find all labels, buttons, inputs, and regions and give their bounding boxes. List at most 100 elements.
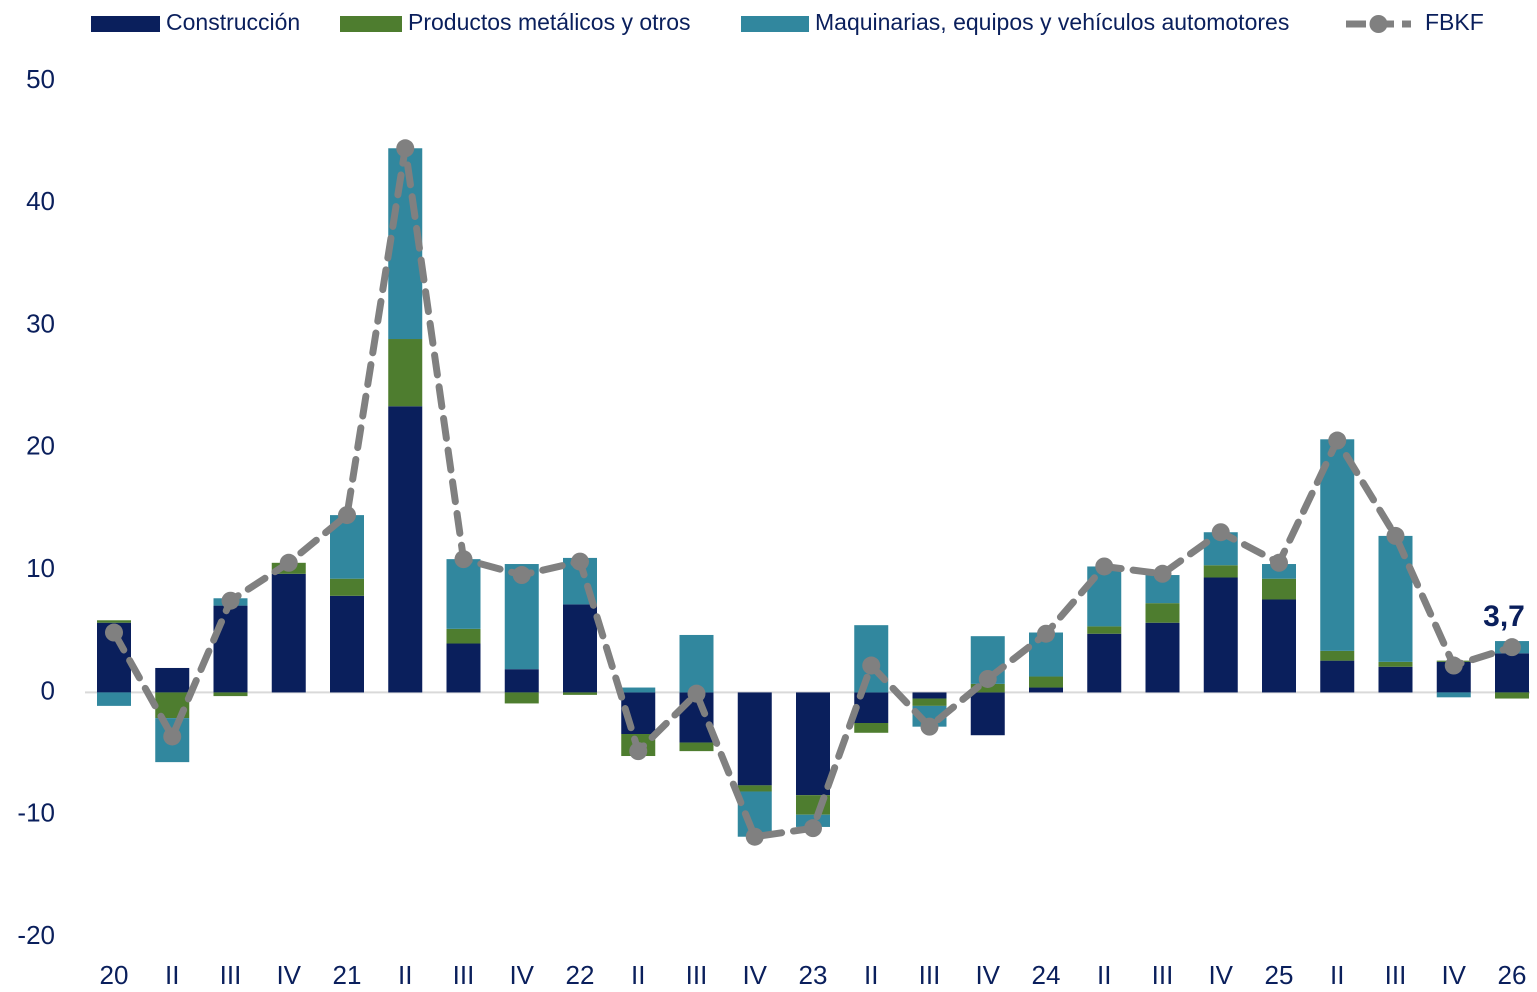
bar-segment [563,604,597,693]
y-tick-label: 10 [26,553,55,583]
x-tick-label: 24 [1032,960,1061,990]
bar-segment [97,692,131,706]
bar-segment [388,339,423,407]
y-tick-label: 40 [26,186,55,216]
bar-segment [1087,633,1122,693]
bar-segment [1262,599,1296,693]
bar-segment [621,687,656,693]
legend-label: Maquinarias, equipos y vehículos automot… [815,9,1289,35]
line-marker [1153,564,1172,583]
legend-swatch [340,16,402,32]
bar-segment [446,559,481,629]
line-marker [1328,431,1347,450]
bar-segment [912,692,947,699]
line-marker [279,553,298,572]
bar-segment [504,669,539,693]
bar-segment [1262,578,1296,600]
bar-segment [1029,687,1063,693]
bar-segment [912,698,947,706]
bar-segment [446,643,481,693]
bar-segment [563,692,597,695]
x-tick-label: III [1152,960,1174,990]
bar-segment [1378,666,1413,693]
bar-segment [388,406,423,693]
legend-label: Construcción [166,9,300,35]
bar-segment [679,634,714,693]
x-tick-label: IV [742,960,767,990]
bar-segment [155,667,190,693]
line-marker [629,742,648,761]
y-tick-label: -10 [17,798,55,828]
bar-segment [271,573,306,693]
line-marker [454,550,473,569]
x-tick-label: IV [1441,960,1466,990]
bar-segment [854,723,889,733]
bar-segment [446,628,481,644]
line-marker [1444,656,1463,675]
line-marker [687,684,706,703]
x-tick-label: IV [975,960,1000,990]
line-marker [1270,553,1288,572]
bar-segment [1029,676,1063,688]
bar-segment [1145,622,1180,693]
legend-swatch [1369,15,1388,33]
x-tick-label: 22 [566,960,595,990]
bar-segment [1320,650,1355,661]
bar-segment [1087,626,1122,634]
x-tick-label: II [398,960,412,990]
line-marker [745,827,764,846]
line-marker [1503,638,1521,657]
bar-segment [1320,660,1355,693]
x-tick-label: 26 [1498,960,1527,990]
legend-label: FBKF [1425,9,1484,35]
legend-label: Productos metálicos y otros [408,9,691,35]
line-marker [1211,523,1230,542]
x-tick-label: IV [1208,960,1233,990]
bar-segment [796,692,830,796]
x-tick-label: II [1330,960,1344,990]
bar-segment [970,692,1005,736]
x-tick-label: 20 [100,960,129,990]
bar-segment [1145,603,1180,623]
bar-segment [737,785,772,792]
line-marker [571,552,589,571]
y-tick-label: 30 [26,308,55,338]
line-marker [338,506,356,525]
bar-segment [213,692,248,697]
line-marker [221,591,240,610]
y-tick-label: 20 [26,431,55,461]
x-tick-label: II [864,960,878,990]
x-tick-label: II [631,960,645,990]
line-marker [1095,557,1114,576]
y-tick-label: -20 [17,920,55,950]
x-tick-label: 21 [333,960,362,990]
line-marker [978,669,997,688]
bar-segment [1378,661,1413,667]
line-marker [804,819,822,838]
legend-swatch [91,16,160,32]
data-label: 3,7 [1483,600,1525,633]
x-tick-label: II [165,960,179,990]
legend-swatch [741,16,809,32]
bar-segment [330,595,364,693]
bar-segment [97,620,131,623]
x-tick-label: II [1097,960,1111,990]
bar-segment [1495,692,1529,699]
bar-segment [737,692,772,786]
y-tick-label: 50 [26,64,55,94]
y-tick-label: 0 [41,675,55,705]
line-marker [105,623,123,642]
line-marker [512,566,531,585]
bar-segment [1203,577,1238,693]
x-tick-label: 23 [799,960,828,990]
line-marker [862,656,881,675]
x-tick-label: III [686,960,708,990]
x-tick-label: III [220,960,242,990]
line-marker [1037,624,1055,643]
bar-segment [1436,692,1471,698]
bar-segment [970,683,1005,693]
line-marker [163,727,182,746]
line-marker [396,139,415,158]
x-tick-label: IV [509,960,534,990]
